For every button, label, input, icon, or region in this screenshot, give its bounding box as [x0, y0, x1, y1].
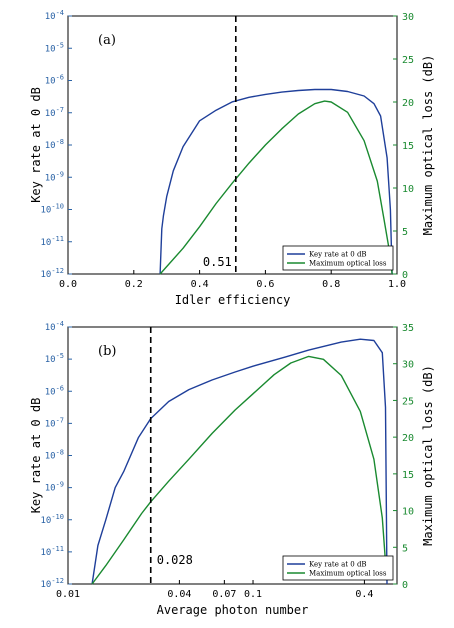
- key-rate-curve: [159, 88, 393, 275]
- legend-label-key-rate: Key rate at 0 dB: [309, 561, 367, 569]
- left-y-tick-label: 10-10: [41, 203, 65, 216]
- marker-label: 0.028: [157, 553, 193, 567]
- x-axis-title: Average photon number: [157, 603, 309, 617]
- x-tick-label: 0.1: [244, 589, 262, 600]
- right-y-axis-title: Maximum optical loss (dB): [421, 365, 435, 546]
- right-y-tick-label: 25: [402, 396, 414, 407]
- left-y-tick-label: 10-4: [45, 320, 64, 333]
- chart-panel-b: 10-12 10-11 10-10 10-9 10-8 10-7 10-6 10-5 10-4 0…: [29, 320, 435, 617]
- x-tick-label: 0.4: [355, 589, 373, 600]
- x-tick-label: 0.2: [125, 279, 143, 290]
- left-y-tick-label: 10-11: [41, 235, 65, 248]
- x-axis-title: Idler efficiency: [175, 293, 291, 307]
- left-y-tick-label: 10-6: [45, 384, 64, 397]
- right-y-tick-label: 5: [402, 227, 408, 238]
- panel-label: (a): [98, 33, 116, 48]
- right-y-tick-label: 20: [402, 98, 414, 109]
- key-rate-curve: [91, 338, 388, 585]
- right-y-tick-label: 5: [402, 543, 408, 554]
- right-y-tick-label: 10: [402, 507, 414, 518]
- left-y-tick-label: 10-4: [45, 9, 64, 22]
- left-y-tick-label: 10-12: [41, 267, 65, 280]
- chart-panel-a: 10-12 10-11 10-10 10-9 10-8 10-7 10-6 10-5 10-4 0…: [29, 9, 435, 307]
- plot-frame: [67, 15, 398, 275]
- legend-box: [282, 555, 394, 581]
- panel-label: (b): [98, 344, 116, 359]
- left-y-tick-label: 10-11: [41, 545, 65, 558]
- right-y-axis-title: Maximum optical loss (dB): [421, 55, 435, 236]
- left-y-tick-label: 10-8: [45, 449, 64, 462]
- legend-box: [282, 245, 394, 271]
- left-y-tick-label: 10-10: [41, 513, 65, 526]
- optical-loss-curve: [91, 355, 387, 585]
- left-y-tick-label: 10-8: [45, 138, 64, 151]
- left-y-tick-label: 10-5: [45, 352, 64, 365]
- right-y-tick-label: 15: [402, 470, 414, 481]
- plot-frame: [67, 326, 398, 585]
- x-tick-label: 1.0: [388, 279, 406, 290]
- left-y-tick-label: 10-9: [45, 481, 64, 494]
- optical-loss-curve: [159, 100, 393, 275]
- x-tick-label: 0.0: [59, 279, 77, 290]
- right-y-tick-label: 35: [402, 323, 414, 334]
- left-y-tick-label: 10-6: [45, 74, 64, 87]
- marker-label: 0.51: [203, 255, 232, 269]
- left-y-axis-title: Key rate at 0 dB: [29, 87, 43, 203]
- x-tick-label: 0.01: [56, 589, 80, 600]
- left-y-tick-label: 10-12: [41, 577, 65, 590]
- legend-label-key-rate: Key rate at 0 dB: [309, 251, 367, 259]
- left-y-tick-label: 10-9: [45, 170, 64, 183]
- right-y-tick-label: 30: [402, 360, 414, 371]
- left-y-axis-title: Key rate at 0 dB: [29, 398, 43, 514]
- right-y-tick-label: 0: [402, 580, 408, 591]
- right-y-tick-label: 25: [402, 55, 414, 66]
- right-y-tick-label: 10: [402, 184, 414, 195]
- x-tick-label: 0.04: [167, 589, 191, 600]
- legend-label-optical-loss: Maximum optical loss: [309, 570, 387, 578]
- right-y-tick-label: 0: [402, 270, 408, 281]
- right-y-tick-label: 15: [402, 141, 414, 152]
- right-y-tick-label: 30: [402, 12, 414, 23]
- x-tick-label: 0.8: [322, 279, 340, 290]
- right-y-tick-label: 20: [402, 433, 414, 444]
- left-y-tick-label: 10-7: [45, 106, 64, 119]
- x-tick-label: 0.4: [191, 279, 209, 290]
- left-y-tick-label: 10-7: [45, 416, 64, 429]
- x-tick-label: 0.6: [256, 279, 274, 290]
- legend-label-optical-loss: Maximum optical loss: [309, 260, 387, 268]
- x-tick-label: 0.07: [212, 589, 236, 600]
- left-y-tick-label: 10-5: [45, 41, 64, 54]
